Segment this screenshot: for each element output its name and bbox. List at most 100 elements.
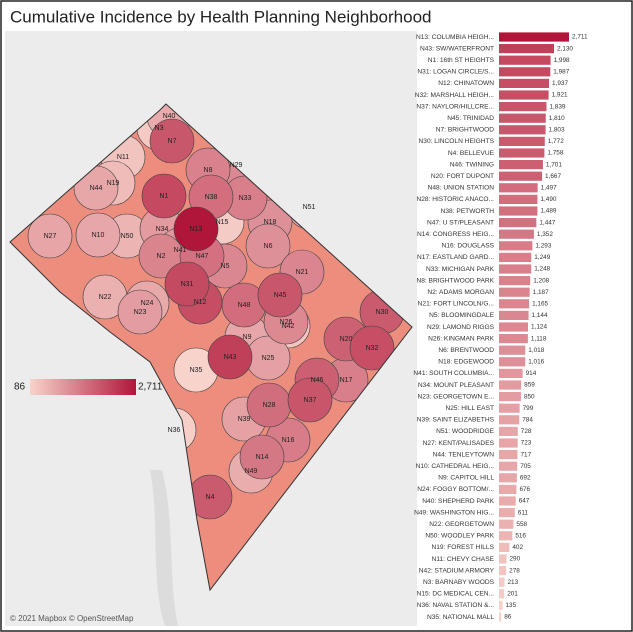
bar — [499, 67, 551, 77]
value-label: 1,921 — [552, 92, 568, 99]
map-label: N26 — [280, 319, 293, 326]
bar-label: N39: SAINT ELIZABETHS — [417, 417, 495, 424]
bar — [499, 229, 534, 239]
value-label: 728 — [521, 428, 532, 435]
bar — [499, 415, 520, 425]
value-label: 1,803 — [549, 126, 565, 133]
bar — [499, 276, 531, 286]
map-label: N4 — [206, 494, 215, 501]
map-region — [164, 261, 210, 307]
bar — [499, 484, 517, 494]
bar — [499, 450, 518, 460]
bar-label: N34: MOUNT PLEASANT — [418, 382, 494, 389]
value-label: 1,987 — [553, 68, 569, 75]
map-label: N20 — [340, 336, 353, 343]
map-label: N18 — [264, 219, 277, 226]
bar-label: N2: ADAMS MORGAN — [427, 289, 494, 296]
bar — [499, 368, 523, 378]
value-label: 278 — [509, 567, 520, 574]
map-label: N2 — [157, 253, 166, 260]
chart-title: Cumulative Incidence by Health Planning … — [10, 7, 432, 26]
map-label: N51 — [303, 204, 316, 211]
map-label: N32 — [366, 345, 379, 352]
value-label: 1,124 — [531, 324, 547, 331]
value-label: 1,937 — [552, 80, 568, 87]
value-label: 1,165 — [532, 300, 548, 307]
map-label: N21 — [296, 269, 309, 276]
bar — [499, 102, 547, 112]
bar — [499, 90, 549, 100]
bar — [499, 438, 518, 448]
map-region — [257, 272, 303, 318]
value-label: 86 — [504, 614, 512, 621]
attribution: © 2021 Mapbox © OpenStreetMap — [10, 614, 134, 623]
bar-label: N26: KINGMAN PARK — [428, 335, 494, 342]
bar — [499, 252, 532, 262]
map-label: N44 — [90, 185, 103, 192]
map-label: N1 — [160, 193, 169, 200]
value-label: 290 — [509, 556, 520, 563]
bar-label: N28: HISTORIC ANACO... — [416, 196, 494, 203]
bar-label: N29: LAMOND RIGGS — [427, 324, 495, 331]
value-label: 402 — [512, 544, 523, 551]
value-label: 1,187 — [533, 289, 549, 296]
value-label: 1,667 — [545, 173, 561, 180]
value-label: 1,839 — [549, 103, 565, 110]
bar-label: N5: BLOOMINGDALE — [429, 312, 494, 319]
value-label: 1,144 — [532, 312, 548, 319]
value-label: 859 — [524, 382, 535, 389]
bar-label: N16: DOUGLASS — [442, 243, 495, 250]
map-region — [245, 223, 291, 269]
legend-max: 2,711 — [138, 382, 163, 393]
bar-label: N51: WOODRIDGE — [436, 428, 494, 435]
map-region — [287, 377, 333, 423]
value-label: 1,208 — [533, 277, 549, 284]
value-label: 676 — [519, 486, 530, 493]
value-label: 1,701 — [546, 161, 562, 168]
map-label: N39 — [238, 416, 251, 423]
value-label: 784 — [522, 416, 533, 423]
value-label: 1,352 — [537, 231, 553, 238]
map-region — [207, 334, 253, 380]
bar-label: N17: EASTLAND GARD... — [417, 254, 494, 261]
bar — [499, 171, 543, 181]
value-label: 717 — [521, 451, 532, 458]
map-label: N38 — [205, 194, 218, 201]
bar-label: N6: BRENTWOOD — [438, 347, 494, 354]
value-label: 850 — [524, 393, 535, 400]
map-label: N34 — [156, 226, 169, 233]
bar-label: N20: FORT DUPONT — [431, 173, 494, 180]
map-label: N50 — [121, 233, 134, 240]
bar-label: N19: FOREST HILLS — [431, 544, 494, 551]
bar-label: N42: STADIUM ARMORY — [419, 567, 495, 574]
bar-label: N21: FORT LINCOLN/G... — [418, 301, 495, 308]
bar — [499, 125, 546, 135]
map-label: N16 — [282, 437, 295, 444]
value-label: 1,018 — [528, 347, 544, 354]
bar — [499, 542, 510, 552]
bar-label: N12: CHINATOWN — [438, 80, 494, 87]
bar-label: N41: SOUTH COLUMBIA... — [413, 370, 494, 377]
dc-outline — [9, 103, 413, 592]
value-label: 1,293 — [535, 242, 551, 249]
bar-label: N33: MICHIGAN PARK — [426, 266, 495, 273]
map-label: N19 — [107, 180, 120, 187]
map-region — [141, 173, 187, 219]
map-label: N17 — [340, 377, 353, 384]
bar-label: N25: HILL EAST — [446, 405, 495, 412]
value-label: 611 — [518, 509, 529, 516]
bar — [499, 310, 529, 320]
map-label: N48 — [238, 302, 251, 309]
bar-label: N46: TWINING — [450, 161, 494, 168]
map-label: N36 — [168, 427, 181, 434]
map-region — [173, 206, 219, 252]
value-label: 2,711 — [572, 34, 588, 41]
map-region — [149, 118, 195, 164]
bar — [499, 589, 505, 599]
map-label: N3 — [155, 125, 164, 132]
bar-label: N23: GEORGETOWN E... — [418, 393, 495, 400]
bar — [499, 426, 518, 436]
map-label: N22 — [99, 294, 112, 301]
value-label: 914 — [526, 370, 537, 377]
bar — [499, 334, 528, 344]
